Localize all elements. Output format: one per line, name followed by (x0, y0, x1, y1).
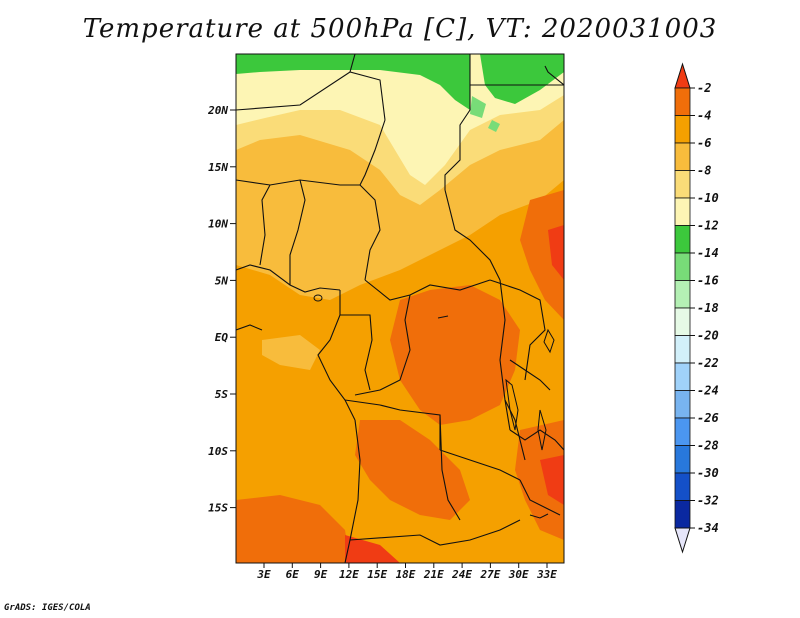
field-dark-orange-south-central (355, 420, 470, 520)
longitude-axis: 3E 6E 9E 12E 15E 18E 21E 24E 27E 30E 33E (256, 563, 557, 581)
field-green-north (236, 54, 470, 110)
colorbar-segment (674, 445, 691, 474)
colorbar-label: -2 (697, 81, 711, 95)
colorbar-segment (674, 472, 691, 501)
latitude-axis: 20N 15N 10N 5N EQ 5S 10S 15S (207, 104, 236, 515)
lon-tick-label: 33E (536, 568, 557, 581)
colorbar-label: -14 (697, 246, 719, 260)
colorbar-segment (674, 280, 691, 309)
field-dark-orange-southeast (515, 420, 564, 540)
colorbar-label: -6 (697, 136, 711, 150)
lon-tick-label: 9E (314, 568, 328, 581)
field-red-orange-east (548, 225, 564, 280)
lon-tick-label: 12E (339, 568, 359, 581)
field-light-green (470, 96, 486, 118)
field-red-orange-southeast (540, 455, 564, 505)
lon-tick-label: 30E (508, 568, 529, 581)
lon-tick-label: 15E (367, 568, 387, 581)
colorbar-segment (674, 390, 691, 419)
colorbar-segment (674, 87, 691, 116)
lakes (313, 294, 555, 519)
colorbar-segment (674, 362, 691, 391)
colorbar-label: -26 (697, 411, 719, 425)
lat-tick-label: 20N (207, 104, 228, 117)
colorbar-label: -22 (697, 356, 719, 370)
field-dark-orange-southwest (236, 495, 350, 563)
lat-tick-label: EQ (215, 331, 229, 344)
colorbar-segment (674, 225, 691, 254)
colorbar-segment (674, 142, 691, 171)
temperature-field (236, 54, 564, 563)
field-green-northeast (480, 54, 564, 104)
lat-tick-label: 10N (208, 218, 228, 231)
colorbar-bottom-arrow (674, 527, 691, 554)
colorbar-label: -28 (697, 439, 719, 453)
lat-tick-label: 15N (208, 161, 228, 174)
field-light-yellow (236, 54, 564, 185)
field-light-green-2 (488, 120, 500, 132)
colorbar-segment (674, 197, 691, 226)
colorbar-label: -18 (697, 301, 719, 315)
lon-tick-label: 18E (396, 568, 416, 581)
lon-tick-label: 21E (423, 568, 444, 581)
colorbar-label: -30 (697, 466, 719, 480)
lat-tick-label: 5S (215, 388, 229, 401)
colorbar-label: -10 (697, 191, 719, 205)
country-borders (236, 54, 564, 563)
grads-credit: GrADS: IGES/COLA (4, 603, 91, 613)
colorbar-segment (674, 417, 691, 446)
map-title: Temperature at 500hPa [C], VT: 202003100… (82, 14, 718, 44)
lat-tick-label: 5N (215, 274, 229, 287)
colorbar-label: -12 (697, 219, 719, 233)
lat-tick-label: 15S (208, 502, 228, 515)
lon-tick-label: 3E (256, 568, 271, 581)
colorbar-label: -24 (697, 384, 719, 398)
field-dark-orange-central (390, 285, 520, 425)
lon-tick-label: 24E (451, 568, 472, 581)
lon-tick-label: 27E (479, 568, 500, 581)
colorbar-segment (674, 252, 691, 281)
colorbar-label: -34 (697, 521, 719, 535)
lon-tick-label: 6E (286, 568, 300, 581)
colorbar-label: -4 (697, 109, 711, 123)
colorbar-segment (674, 170, 691, 199)
colorbar-label: -20 (697, 329, 719, 343)
colorbar-segment (674, 307, 691, 336)
colorbar: -2 -4 -6 -8 -10 -12 -14 -16 -18 -20 -22 -24 -26 -28 -3… (674, 62, 719, 554)
colorbar-segment (674, 500, 691, 529)
colorbar-label: -16 (697, 274, 719, 288)
lat-tick-label: 10S (208, 445, 228, 458)
map-frame (235, 53, 565, 564)
field-light-orange-coast (262, 335, 320, 370)
colorbar-segment (674, 335, 691, 364)
colorbar-label: -8 (697, 164, 711, 178)
field-red-orange-south (345, 535, 400, 563)
colorbar-segment (674, 115, 691, 144)
colorbar-label: -32 (697, 494, 719, 508)
field-dark-orange-east (520, 190, 564, 320)
colorbar-top-arrow (674, 62, 691, 89)
